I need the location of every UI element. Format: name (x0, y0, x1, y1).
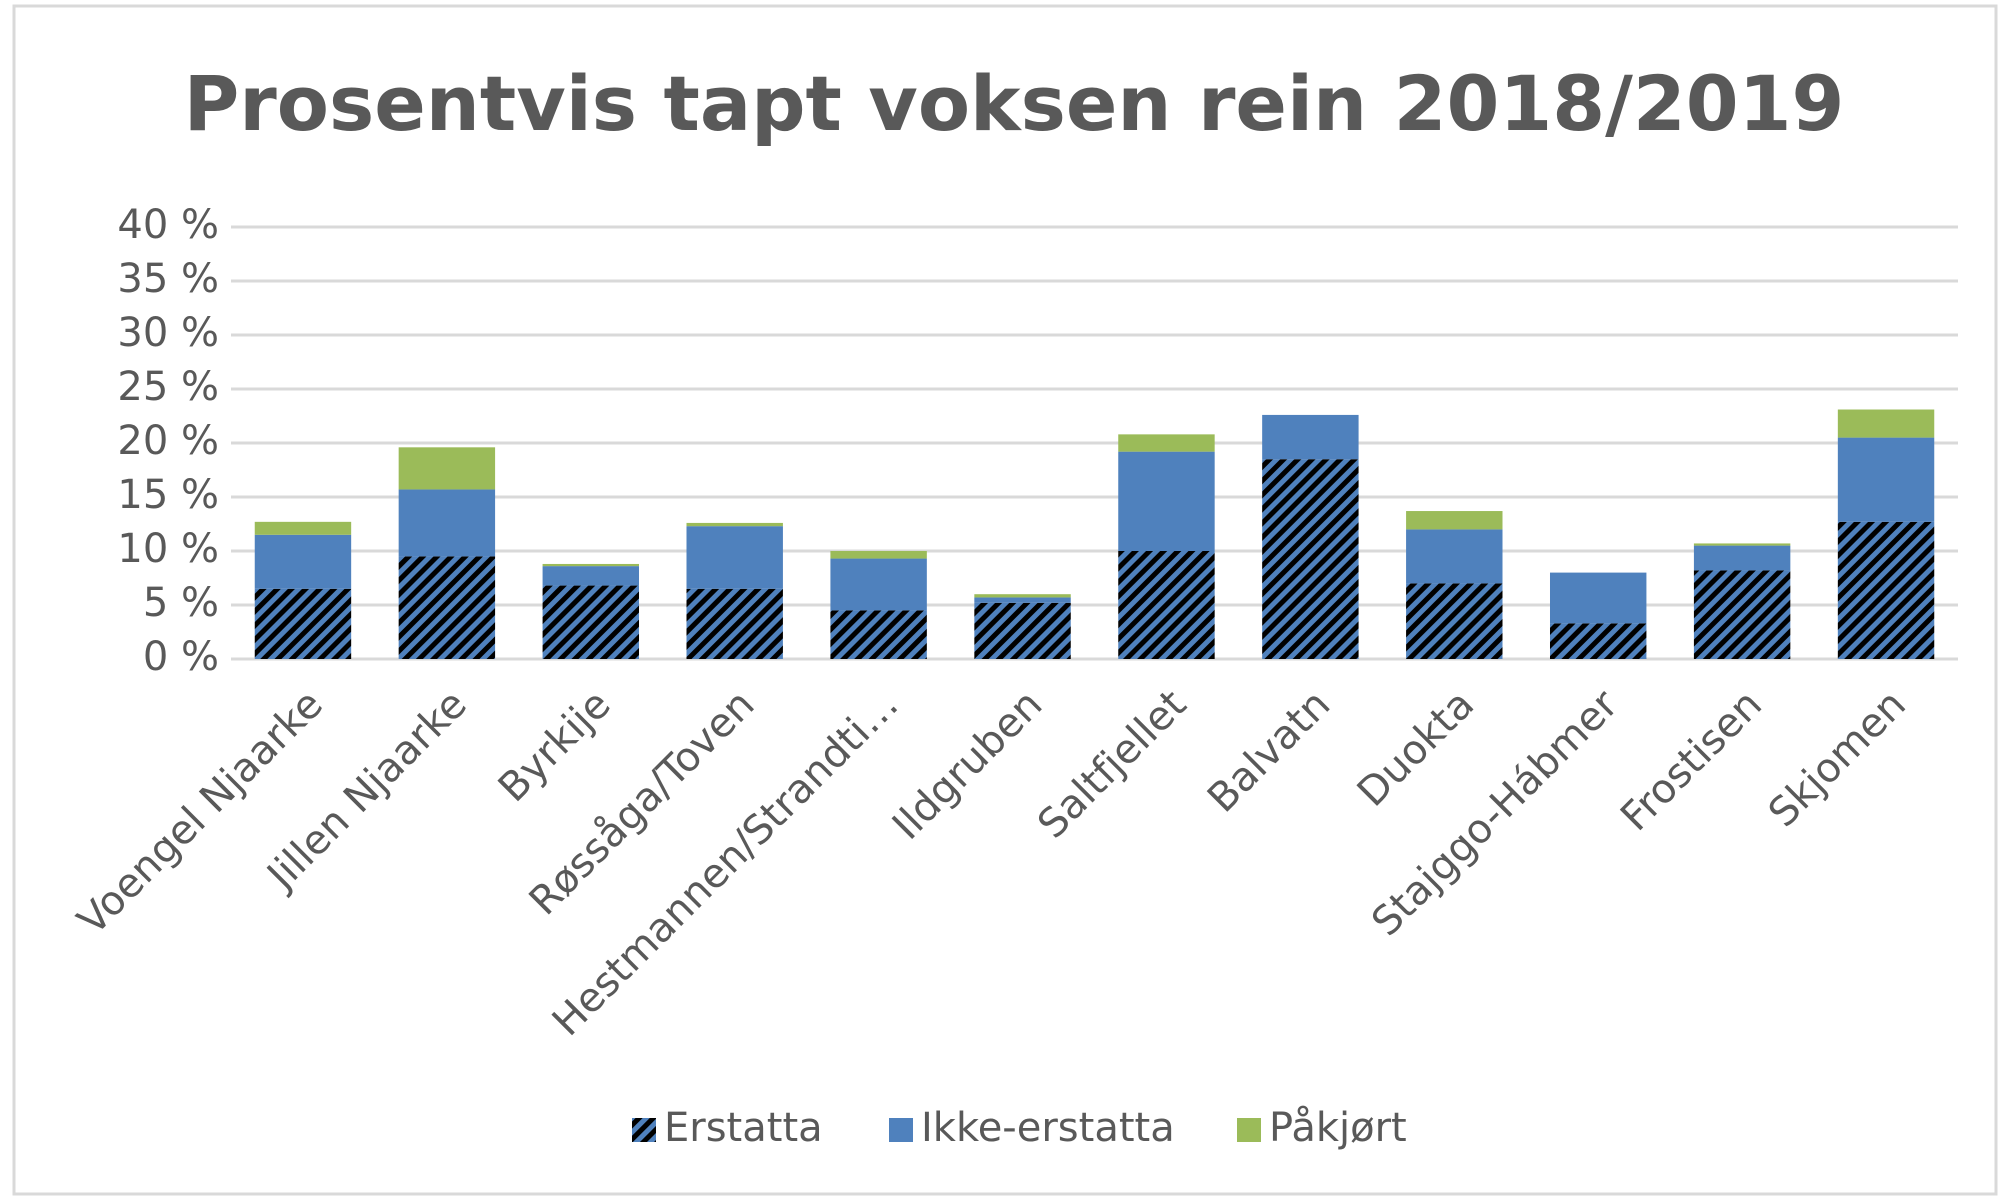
bar-segment (254, 534, 352, 589)
bar-segment (1549, 623, 1647, 659)
y-tick-label: 30 % (117, 310, 219, 356)
bar-segment (1118, 451, 1215, 551)
y-tick-label: 20 % (117, 418, 219, 464)
bar-segment (1406, 583, 1503, 659)
bar-segment (974, 597, 1071, 603)
bar-segment (1693, 545, 1791, 571)
bar-segment (1693, 570, 1791, 659)
chart-title: Prosentvis tapt voksen rein 2018/2019 (184, 59, 1845, 148)
legend-swatch (1237, 1118, 1261, 1142)
bar-segment (1118, 434, 1215, 452)
bar-segment (254, 521, 352, 535)
bar-segment (542, 563, 640, 567)
bar-segment (398, 447, 496, 490)
legend-swatch (632, 1118, 656, 1142)
bar-segment (1837, 437, 1935, 522)
bar-segment (830, 551, 927, 559)
legend-label: Påkjørt (1269, 1105, 1407, 1151)
bar-segment (974, 602, 1071, 659)
y-tick-label: 35 % (117, 256, 219, 302)
legend-label: Ikke-erstatta (921, 1105, 1175, 1151)
bar-segment (830, 610, 927, 659)
y-tick-label: 25 % (117, 364, 219, 410)
bar-segment (398, 489, 496, 557)
y-tick-label: 15 % (117, 472, 219, 518)
bar-segment (1837, 409, 1935, 438)
bar-segment (1693, 543, 1791, 546)
y-tick-label: 0 % (143, 634, 219, 680)
y-tick-label: 40 % (117, 202, 219, 248)
bar-segment (686, 522, 783, 527)
bar-segment (1406, 529, 1503, 584)
bar-segment (830, 558, 927, 611)
bar-segment (398, 556, 496, 659)
bar-segment (1262, 414, 1359, 460)
bar-segment (542, 566, 640, 586)
bar-segment (686, 526, 783, 589)
y-tick-label: 10 % (117, 526, 219, 572)
bar-segment (542, 585, 640, 659)
legend-label: Erstatta (664, 1105, 823, 1151)
bar-segment (686, 588, 783, 659)
bar-segment (1406, 511, 1503, 530)
bar-segment (254, 588, 352, 659)
bar-segment (1262, 459, 1359, 659)
legend-swatch (889, 1118, 913, 1142)
y-tick-label: 5 % (143, 580, 219, 626)
bar-segment (1118, 551, 1215, 659)
bar-segment (1837, 521, 1935, 659)
bar-segment (1549, 572, 1647, 624)
bar-segment (974, 594, 1071, 598)
